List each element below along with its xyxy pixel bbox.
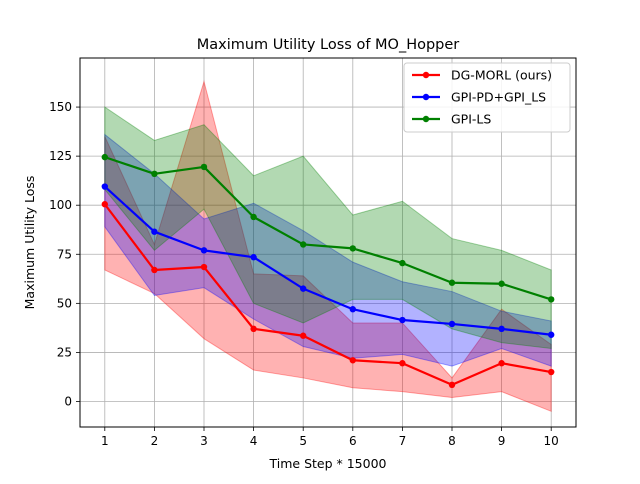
point-series-2 [399,259,406,267]
point-series-0 [399,360,406,367]
axes-frame [79,57,577,428]
y-tick-label: 75 [57,247,72,261]
legend-marker-1 [422,93,430,101]
point-series-2 [498,280,505,287]
point-series-2 [548,296,555,303]
point-series-1 [399,316,406,324]
x-tick-label: 1 [101,434,109,448]
point-series-0 [151,266,158,274]
point-series-0 [300,332,307,339]
chart-title: Maximum Utility Loss of MO_Hopper [197,37,460,53]
x-tick-label: 8 [448,434,456,448]
legend-marker-2 [422,115,430,123]
x-tick-label: 7 [399,434,407,448]
point-series-1 [349,306,356,313]
point-series-2 [200,163,208,171]
point-series-0 [548,368,555,376]
x-tick-label: 3 [200,434,208,448]
line-series-2 [104,156,552,301]
point-series-0 [200,263,208,271]
point-series-2 [101,153,109,161]
band-series-0 [104,79,552,413]
point-series-1 [101,183,109,190]
legend: DG-MORL (ours) GPI-PD+GPI_LS GPI-LS [403,62,571,133]
band-series-2 [104,106,552,350]
point-series-0 [448,381,456,389]
point-series-0 [349,357,356,364]
point-series-1 [250,254,257,261]
x-axis-label: Time Step * 15000 [269,456,387,471]
point-series-1 [448,320,456,328]
point-series-2 [349,245,356,252]
legend-label-0: DG-MORL (ours) [451,68,552,83]
point-series-0 [498,360,505,367]
point-series-0 [250,325,257,333]
x-tick-label: 2 [151,434,159,448]
y-tick-label: 50 [57,296,72,310]
line-series-1 [104,185,552,336]
series-lines [101,153,555,389]
point-series-2 [250,213,257,221]
point-series-1 [548,331,555,338]
x-tick-label: 10 [544,434,559,448]
y-tick-label: 25 [57,345,72,359]
point-series-2 [448,279,456,286]
point-series-2 [151,170,158,178]
point-series-1 [200,247,208,254]
x-tick-label: 4 [250,434,258,448]
legend-marker-0 [422,71,430,79]
legend-label-1: GPI-PD+GPI_LS [451,90,546,105]
line-series-0 [103,203,552,386]
legend-label-2: GPI-LS [451,112,491,127]
legend-box [403,62,571,133]
point-series-2 [300,241,307,248]
y-tick-label: 125 [49,149,72,163]
point-series-1 [300,285,307,292]
y-axis-label: Maximum Utility Loss [22,176,37,310]
point-series-0 [101,201,109,208]
x-tick-label: 5 [299,434,307,448]
point-series-1 [151,228,158,235]
band-series-1 [104,133,552,367]
y-tick-label: 100 [49,198,72,212]
point-series-1 [498,325,505,333]
x-tick-label: 6 [349,434,357,448]
x-tick-label: 9 [498,434,506,448]
confidence-bands [104,79,552,413]
y-tick-label: 0 [64,394,72,408]
y-tick-label: 150 [49,100,72,114]
